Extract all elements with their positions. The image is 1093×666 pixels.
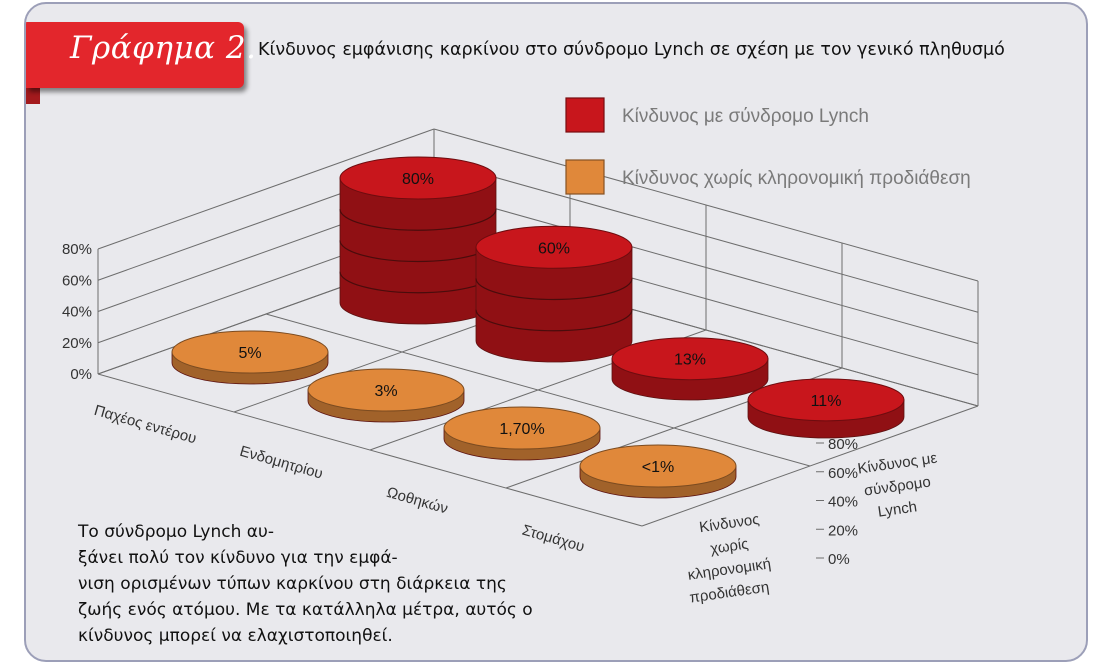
figure-label-tab — [26, 22, 244, 88]
depth-label: Κίνδυνος — [698, 511, 760, 536]
legend-label: Κίνδυνος με σύνδρομο Lynch — [622, 106, 869, 127]
category-label: Ωοθηκών — [385, 484, 450, 518]
bar-cylinder-top — [307, 368, 465, 412]
category-label: Παχέος εντέρου — [92, 402, 198, 447]
data-label: 11% — [811, 393, 842, 410]
caption-line: ξάνει πολύ τον κίνδυνο για την εμφά- — [78, 548, 398, 568]
caption-line: κίνδυνος μπορεί να ελαχιστοποιηθεί. — [78, 626, 393, 646]
legend-swatch — [565, 159, 605, 195]
data-label: <1% — [642, 459, 674, 476]
category-label: Ενδομητρίου — [238, 443, 325, 483]
data-label: 60% — [538, 240, 570, 257]
caption-line: νιση ορισμένων τύπων καρκίνου στη διάρκε… — [78, 574, 507, 594]
y-tick-label-left: 0% — [70, 366, 92, 383]
bar-cylinder-ring — [339, 209, 497, 231]
data-label: 3% — [374, 383, 397, 400]
legend-label: Κίνδυνος χωρίς κληρονομική προδιάθεση — [622, 168, 971, 189]
floor-gridline — [641, 405, 979, 527]
chart-3d-bar: 0% 20% 40% 60% 80% 0% 20% 40% 60% 80% Παχέος εντέρ… — [62, 97, 979, 607]
y-tick-label-left: 40% — [62, 304, 92, 321]
data-label: 5% — [238, 345, 261, 362]
gridline-left-wall — [97, 128, 435, 250]
y-tick-label-left: 80% — [62, 241, 92, 258]
caption-line: ζωής ενός ατόμου. Με τα κατάλληλα μέτρα,… — [78, 600, 533, 620]
depth-label: Lynch — [877, 498, 918, 520]
depth-label: χωρίς — [709, 535, 749, 557]
bar-cylinder-top — [339, 156, 497, 200]
bar-cylinder-top — [475, 225, 633, 269]
bar-cylinder-ring — [475, 309, 633, 332]
bar-cylinder-top — [443, 406, 601, 450]
y-tick-label-left: 60% — [62, 272, 92, 289]
figure-caption: Το σύνδρομο Lynch αυ- ξάνει πολύ τον κίν… — [78, 519, 533, 649]
figure-panel: Γράφημα 2. Κίνδυνος εμφάνισης καρκίνου σ… — [24, 2, 1088, 662]
depth-label: σύνδρομο — [863, 473, 932, 499]
y-tick-label-right: 80% — [828, 436, 858, 453]
y-tick-label-right: 40% — [828, 494, 858, 511]
y-tick-label-right: 0% — [828, 551, 850, 568]
figure-title: Κίνδυνος εμφάνισης καρκίνου στο σύνδρομο… — [258, 40, 1005, 60]
data-label: 1,70% — [499, 421, 544, 438]
data-label: 13% — [674, 352, 706, 369]
bar-cylinder-side — [339, 177, 497, 325]
bar-cylinder-ring — [475, 278, 633, 301]
data-label: 80% — [402, 171, 434, 188]
y-tick-label-right: 60% — [828, 465, 858, 482]
bar-cylinder-top — [579, 444, 737, 488]
y-tick-label-right: 20% — [828, 522, 858, 539]
depth-label: προδιάθεση — [688, 579, 770, 607]
legend-swatch — [565, 97, 605, 133]
bar-cylinder-top — [611, 337, 769, 381]
figure-label: Γράφημα 2. — [70, 30, 257, 66]
bar-cylinder-top — [747, 378, 905, 422]
y-tick-label-left: 20% — [62, 335, 92, 352]
bar-cylinder-top — [171, 330, 329, 374]
caption-line: Το σύνδρομο Lynch αυ- — [78, 522, 274, 542]
